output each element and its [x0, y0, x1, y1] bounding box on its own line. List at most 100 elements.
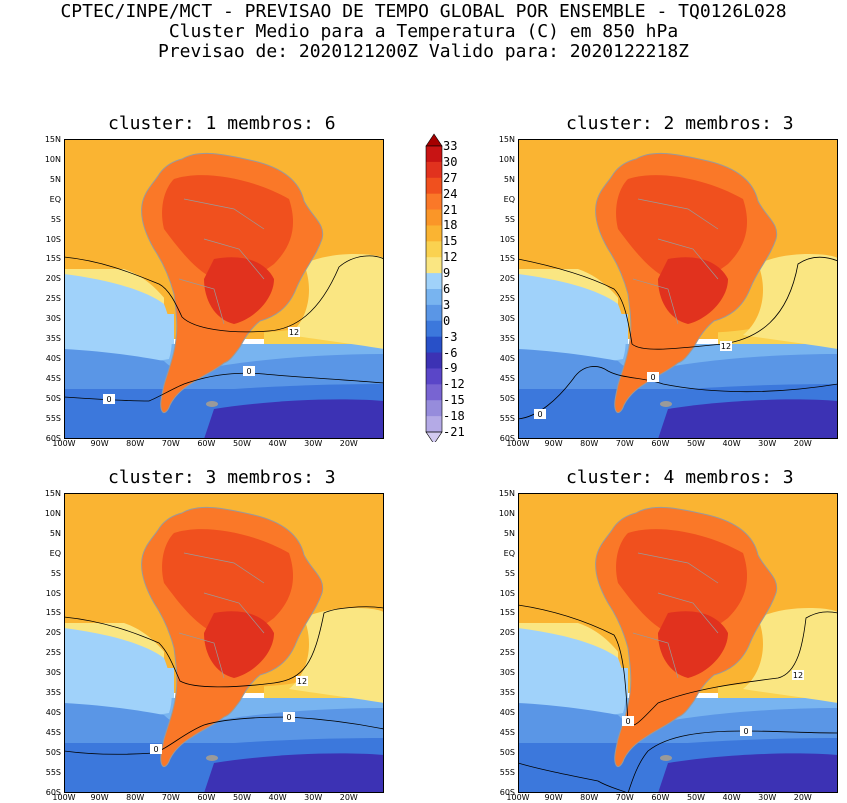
- colorbar: [425, 133, 443, 442]
- lat-tick-label: 15N: [44, 135, 61, 144]
- lat-tick-label: 10N: [498, 508, 515, 518]
- colorbar-level-label: 15: [443, 234, 458, 249]
- colorbar-level-label: -21: [443, 425, 465, 439]
- colorbar-segment: [426, 289, 442, 306]
- colorbar-segment: [426, 400, 442, 417]
- lat-tick-label: 35S: [45, 334, 61, 343]
- contour-12: [518, 256, 838, 350]
- lat-tick-label: 25S: [499, 648, 515, 658]
- lat-tick-label: 5N: [503, 528, 515, 538]
- colorbar-segment: [426, 146, 442, 163]
- lon-tick-label: 100W: [506, 793, 530, 802]
- lat-tick-label: 60S: [499, 787, 515, 797]
- lat-tick-label: 15S: [499, 608, 515, 618]
- temperature-field-3: 12 0 0: [64, 493, 384, 793]
- colorbar-level-label: 24: [443, 186, 458, 201]
- contour-label-0: 0: [650, 373, 655, 382]
- lat-tick-label: 5S: [504, 214, 515, 224]
- lat-tick-label: EQ: [503, 194, 515, 204]
- lat-tick-label: 40S: [499, 353, 515, 363]
- contour-label-0: 0: [153, 745, 158, 754]
- lon-tick-label: 40W: [722, 439, 741, 448]
- lat-tick-label: 35S: [499, 688, 515, 697]
- lat-tick-label: 60S: [45, 787, 61, 797]
- header-title-line1: CPTEC/INPE/MCT - PREVISAO DE TEMPO GLOBA…: [60, 1, 787, 22]
- panel-3-title: cluster: 3 membros: 3: [108, 467, 336, 488]
- lat-tick-label: 30S: [499, 668, 515, 678]
- lon-tick-label: 100W: [52, 439, 76, 448]
- lon-tick-label: 30W: [304, 439, 323, 448]
- colorbar-level-label: -9: [443, 361, 458, 376]
- lon-tick-label: 50W: [686, 793, 706, 802]
- lat-tick-label: 30S: [499, 314, 515, 324]
- lat-tick-label: 40S: [45, 353, 61, 363]
- lat-tick-label: 30S: [45, 314, 61, 324]
- lat-tick-label: EQ: [49, 194, 61, 204]
- lat-tick-label: 45S: [45, 727, 61, 737]
- lat-tick-label: 20S: [45, 274, 61, 284]
- colorbar-level-label: 0: [443, 313, 451, 328]
- contour-label-0: 0: [106, 395, 111, 404]
- lon-tick-label: 90W: [544, 793, 563, 802]
- colorbar-level-label: 12: [443, 250, 458, 265]
- lon-tick-label: 100W: [506, 439, 530, 448]
- lon-tick-label: 30W: [304, 793, 323, 802]
- contour-label-12: 12: [721, 342, 731, 351]
- lat-tick-label: 25S: [45, 648, 61, 658]
- lon-tick-label: 70W: [615, 793, 634, 802]
- lat-tick-label: 15S: [499, 254, 515, 264]
- lat-tick-label: 5S: [50, 568, 61, 578]
- temperature-field-1: 12 0 0: [64, 139, 384, 439]
- lon-tick-label: 40W: [268, 793, 287, 802]
- lon-tick-label: 70W: [615, 439, 634, 448]
- lon-tick-label: 90W: [544, 439, 563, 448]
- colorbar-top-arrow: [425, 133, 443, 147]
- lat-tick-label: EQ: [503, 548, 515, 558]
- header-title-line2: Cluster Medio para a Temperatura (C) em …: [168, 21, 679, 42]
- lat-tick-label: 15S: [45, 254, 61, 264]
- lat-tick-label: 15N: [44, 489, 61, 498]
- colorbar-segment: [426, 241, 442, 258]
- lat-tick-label: 35S: [499, 334, 515, 343]
- lat-tick-label: 15N: [498, 489, 515, 498]
- temperature-field-2: 12 0 0: [518, 139, 838, 439]
- colorbar-level-label: 30: [443, 154, 458, 169]
- lat-tick-label: 20S: [45, 628, 61, 638]
- panel-2-title: cluster: 2 membros: 3: [566, 113, 794, 134]
- lon-tick-label: 90W: [90, 439, 109, 448]
- lon-tick-label: 40W: [268, 439, 287, 448]
- lat-tick-label: 20S: [499, 274, 515, 284]
- lat-tick-label: 10N: [44, 508, 61, 518]
- colorbar-level-label: -18: [443, 409, 465, 424]
- contour-label-12: 12: [793, 671, 803, 680]
- lon-tick-label: 30W: [758, 439, 777, 448]
- colorbar-level-label: 18: [443, 218, 458, 233]
- colorbar-level-label: 6: [443, 282, 451, 296]
- colorbar-segment: [426, 336, 442, 354]
- lon-tick-label: 50W: [232, 439, 252, 448]
- contour-0: [64, 716, 384, 755]
- lat-tick-label: 20S: [499, 628, 515, 638]
- lon-tick-label: 70W: [161, 439, 180, 448]
- map-panel-3: 12 0 0: [64, 493, 384, 793]
- contour-0: [518, 366, 838, 420]
- lat-tick-label: 50S: [45, 747, 61, 757]
- colorbar-bottom-arrow: [425, 431, 443, 442]
- lat-tick-label: 55S: [499, 767, 515, 777]
- lon-tick-label: 20W: [339, 793, 358, 802]
- lat-tick-label: 10S: [499, 234, 515, 244]
- lat-tick-label: 50S: [499, 747, 515, 757]
- lon-tick-label: 70W: [161, 793, 180, 802]
- colorbar-level-label: 9: [443, 266, 451, 281]
- colorbar-segment: [426, 193, 442, 211]
- lat-tick-label: 15N: [498, 135, 515, 144]
- panel-1-title: cluster: 1 membros: 6: [108, 113, 336, 134]
- colorbar-level-label: -3: [443, 329, 458, 344]
- lat-tick-label: 25S: [45, 294, 61, 304]
- lon-tick-label: 80W: [580, 439, 599, 448]
- colorbar-segment: [426, 368, 442, 385]
- lat-tick-label: 60S: [45, 433, 61, 443]
- lat-tick-label: 35S: [45, 688, 61, 697]
- lat-tick-label: 15S: [45, 608, 61, 618]
- colorbar-segment: [426, 384, 442, 401]
